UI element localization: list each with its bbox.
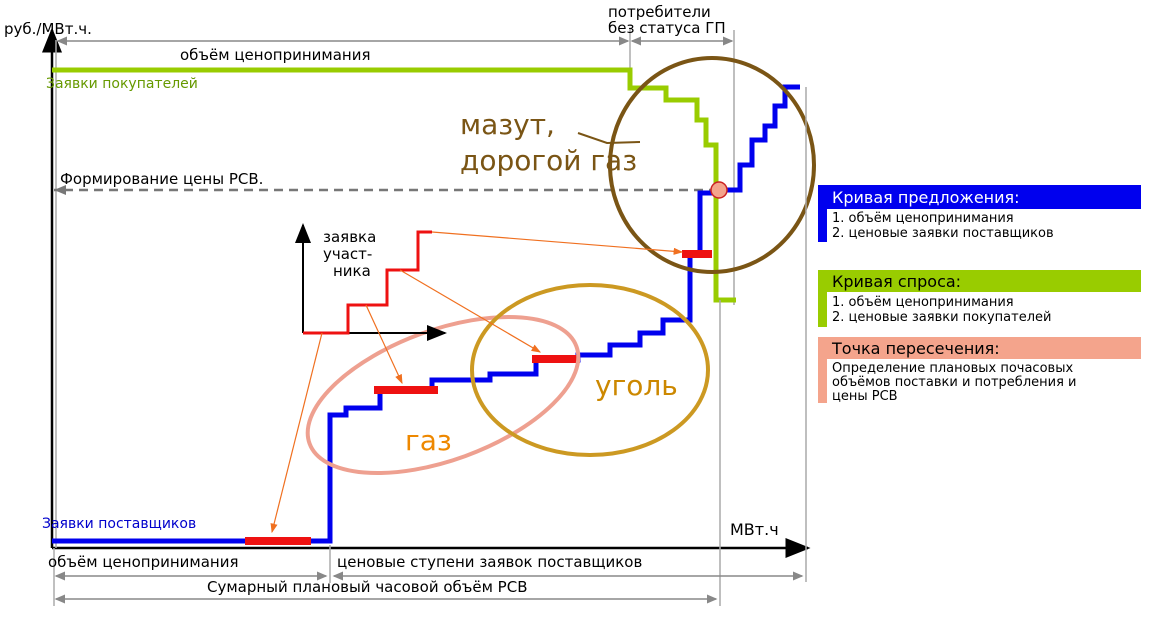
coal-ellipse [470, 283, 710, 457]
y-axis-label: руб./МВт.ч. [4, 20, 92, 38]
price-formation-arrowhead [54, 185, 66, 195]
bid-bar-2 [374, 386, 438, 394]
pointer-arrow-4 [431, 231, 684, 255]
legend-demand: Кривая спроса: 1. объём ценопринимания 2… [818, 270, 1141, 327]
oil-ellipse [608, 56, 816, 274]
bid-bar-1 [245, 537, 311, 545]
supply-curve [52, 84, 800, 544]
legend-intersection: Точка пересечения: Определение плановых … [818, 337, 1141, 404]
top-bracket-label: объём ценопринимания [180, 46, 370, 64]
legend-intersection-item-3: цены РСВ [832, 389, 898, 404]
price-steps-label: ценовые ступени заявок поставщиков [337, 553, 642, 571]
bid-bar-4 [682, 250, 712, 258]
legend-intersection-side [818, 337, 827, 403]
legend-supply-item-2: 2. ценовые заявки поставщиков [832, 226, 1054, 241]
legend-supply-item-1: 1. объём ценопринимания [832, 211, 1014, 226]
pointer-arrow-2 [365, 304, 403, 385]
suppliers-label: Заявки поставщиков [42, 516, 196, 532]
fuel-oil-leader [577, 132, 641, 145]
legend-intersection-item-2: объёмов поставки и потребления и [832, 375, 1076, 390]
buyers-label: Заявки покупателей [46, 76, 198, 92]
x-axis-label: МВт.ч [730, 520, 779, 539]
legend-demand-item-1: 1. объём ценопринимания [832, 295, 1014, 310]
consumers-label-1: потребители [608, 3, 711, 21]
legend-demand-bar [818, 270, 1141, 292]
bid-bar-3 [532, 355, 580, 363]
legend-demand-item-2: 2. ценовые заявки покупателей [832, 310, 1051, 325]
bid-label-2: участ- [323, 245, 372, 263]
legend-intersection-item-1: Определение плановых почасовых [832, 361, 1073, 376]
pointer-arrow-3 [399, 269, 542, 353]
consumers-label-2: без статуса ГП [608, 19, 726, 37]
gas-label: газ [405, 424, 452, 457]
legend-supply-side [818, 185, 827, 242]
legend-demand-title: Кривая спроса: [832, 272, 961, 291]
legend-intersection-title: Точка пересечения: [831, 339, 1000, 358]
pointer-arrow-1 [270, 332, 323, 534]
demand-curve [52, 67, 736, 303]
bid-label-1: заявка [323, 228, 376, 246]
legend-demand-side [818, 270, 827, 327]
gas-ellipse [305, 314, 581, 476]
legend-supply: Кривая предложения: 1. объём ценопринима… [818, 185, 1141, 242]
price-formation-label: Формирование цены РСВ. [60, 170, 263, 188]
bid-label-3: ника [333, 262, 371, 280]
legend-intersection-bar [818, 337, 1141, 359]
legend-supply-bar [818, 185, 1141, 209]
intersection-point [710, 181, 728, 199]
participant-bid-curve [303, 230, 432, 335]
coal-label: уголь [595, 369, 678, 402]
fuel-oil-label-1: мазут, [460, 108, 555, 141]
fuel-oil-label-2: дорогой газ [460, 144, 637, 177]
price-taking-label: объём ценопринимания [48, 553, 238, 571]
legend-supply-title: Кривая предложения: [832, 188, 1020, 207]
total-volume-label: Сумарный плановый часовой объём РСВ [207, 578, 527, 596]
